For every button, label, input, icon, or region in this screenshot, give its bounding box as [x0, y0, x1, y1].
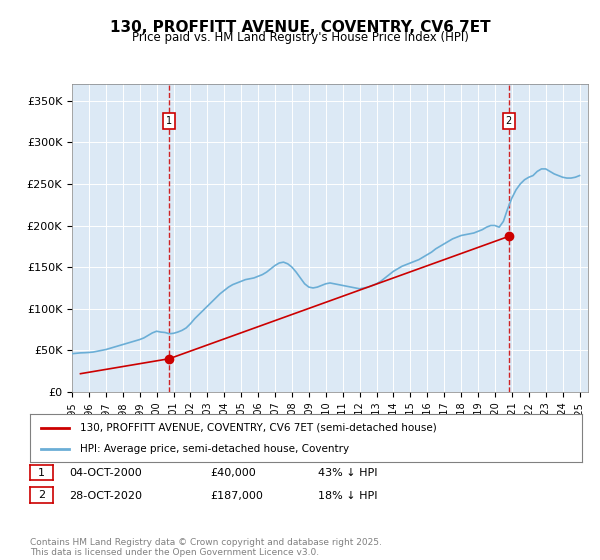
Text: Contains HM Land Registry data © Crown copyright and database right 2025.
This d: Contains HM Land Registry data © Crown c…: [30, 538, 382, 557]
Text: 43% ↓ HPI: 43% ↓ HPI: [318, 468, 377, 478]
Text: 1: 1: [38, 468, 45, 478]
Text: 28-OCT-2020: 28-OCT-2020: [69, 491, 142, 501]
Text: 04-OCT-2000: 04-OCT-2000: [69, 468, 142, 478]
Text: Price paid vs. HM Land Registry's House Price Index (HPI): Price paid vs. HM Land Registry's House …: [131, 31, 469, 44]
Text: HPI: Average price, semi-detached house, Coventry: HPI: Average price, semi-detached house,…: [80, 444, 349, 454]
Text: 2: 2: [38, 490, 45, 500]
Text: 18% ↓ HPI: 18% ↓ HPI: [318, 491, 377, 501]
Text: 130, PROFFITT AVENUE, COVENTRY, CV6 7ET: 130, PROFFITT AVENUE, COVENTRY, CV6 7ET: [110, 20, 490, 35]
Text: £40,000: £40,000: [210, 468, 256, 478]
Text: £187,000: £187,000: [210, 491, 263, 501]
Text: 2: 2: [506, 116, 512, 126]
Text: 130, PROFFITT AVENUE, COVENTRY, CV6 7ET (semi-detached house): 130, PROFFITT AVENUE, COVENTRY, CV6 7ET …: [80, 423, 436, 433]
Text: 1: 1: [166, 116, 172, 126]
